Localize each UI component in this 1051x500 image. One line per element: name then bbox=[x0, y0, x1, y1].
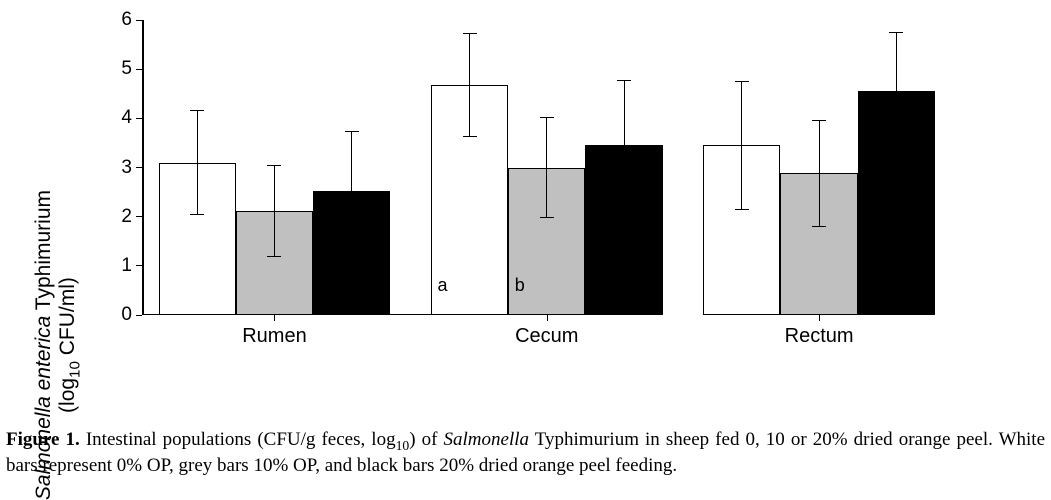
error-cap bbox=[267, 256, 281, 257]
error-cap bbox=[735, 81, 749, 82]
y-tick-label: 4 bbox=[121, 107, 142, 129]
x-tick-label: Rectum bbox=[785, 315, 854, 348]
error-bar bbox=[351, 131, 352, 251]
y-axis-title-line2-pre: (log bbox=[56, 378, 79, 413]
y-tick-label: 0 bbox=[121, 304, 142, 326]
error-bar bbox=[896, 32, 897, 150]
error-bar bbox=[741, 81, 742, 209]
figure-caption: Figure 1. Intestinal populations (CFU/g … bbox=[6, 428, 1045, 479]
error-cap bbox=[812, 120, 826, 121]
chart-annotation: b bbox=[515, 275, 525, 296]
y-tick-label: 2 bbox=[121, 206, 142, 228]
error-cap bbox=[463, 136, 477, 137]
caption-label: Figure 1. bbox=[6, 429, 80, 450]
y-axis-line bbox=[142, 20, 144, 315]
error-bar bbox=[274, 166, 275, 256]
caption-pretext: Intestinal populations (CFU/g feces, log bbox=[80, 429, 396, 450]
error-cap bbox=[540, 117, 554, 118]
error-cap bbox=[345, 251, 359, 252]
error-cap bbox=[735, 209, 749, 210]
y-tick-label: 6 bbox=[121, 9, 142, 31]
y-tick-label: 5 bbox=[121, 58, 142, 80]
plot-area: 0123456RumenCecumRectumab bbox=[142, 20, 510, 315]
y-tick-label: 1 bbox=[121, 255, 142, 277]
error-cap bbox=[889, 150, 903, 151]
y-tick-label: 3 bbox=[121, 157, 142, 179]
error-cap bbox=[812, 226, 826, 227]
error-cap bbox=[345, 131, 359, 132]
error-cap bbox=[190, 214, 204, 215]
x-tick-label: Rumen bbox=[242, 315, 306, 348]
error-cap bbox=[190, 110, 204, 111]
y-axis-title-line2-sub: 10 bbox=[66, 361, 83, 378]
error-cap bbox=[267, 165, 281, 166]
bar-chart: Salmonella enterica Typhimurium (log10 C… bbox=[60, 10, 520, 370]
chart-annotation: a bbox=[437, 275, 447, 296]
error-bar bbox=[819, 120, 820, 226]
error-bar bbox=[546, 117, 547, 217]
error-bar bbox=[197, 111, 198, 214]
error-cap bbox=[617, 80, 631, 81]
caption-italic: Salmonella bbox=[444, 429, 530, 450]
y-axis-title-rest: Typhimurium bbox=[32, 190, 55, 316]
caption-sub: 10 bbox=[396, 438, 410, 453]
error-cap bbox=[463, 33, 477, 34]
page-root: Salmonella enterica Typhimurium (log10 C… bbox=[0, 0, 1051, 500]
y-axis-title-line2-post: CFU/ml) bbox=[56, 277, 79, 361]
error-cap bbox=[617, 208, 631, 209]
error-cap bbox=[540, 217, 554, 218]
caption-midtext: ) of bbox=[409, 429, 443, 450]
error-bar bbox=[469, 33, 470, 136]
error-bar bbox=[624, 81, 625, 209]
error-cap bbox=[889, 32, 903, 33]
x-tick-label: Cecum bbox=[515, 315, 578, 348]
